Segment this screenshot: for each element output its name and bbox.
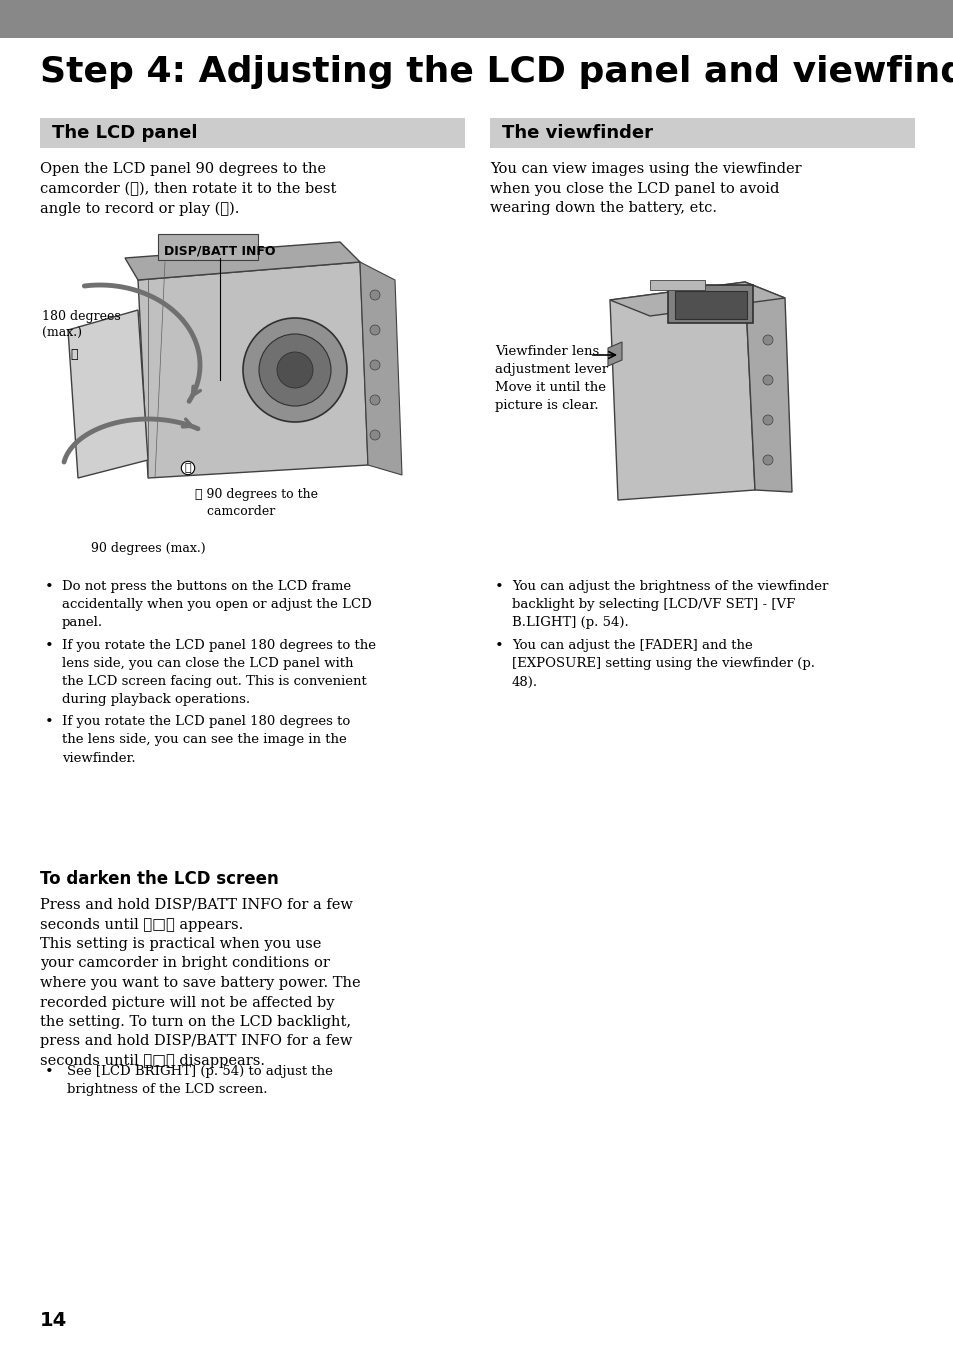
FancyBboxPatch shape [649,280,704,290]
Circle shape [762,415,772,425]
Text: Do not press the buttons on the LCD frame
accidentally when you open or adjust t: Do not press the buttons on the LCD fram… [62,579,372,630]
Text: The viewfinder: The viewfinder [501,123,652,142]
FancyBboxPatch shape [40,118,464,148]
Circle shape [762,335,772,345]
Text: Step 4: Adjusting the LCD panel and viewfinder: Step 4: Adjusting the LCD panel and view… [40,56,953,90]
Text: 14: 14 [40,1311,67,1330]
Circle shape [762,375,772,385]
Text: You can adjust the [FADER] and the
[EXPOSURE] setting using the viewfinder (p.
4: You can adjust the [FADER] and the [EXPO… [512,639,814,688]
FancyBboxPatch shape [675,290,746,319]
Text: See [LCD BRIGHT] (p. 54) to adjust the
brightness of the LCD screen.: See [LCD BRIGHT] (p. 54) to adjust the b… [67,1064,333,1095]
Text: To darken the LCD screen: To darken the LCD screen [40,870,278,887]
Text: •: • [495,639,503,654]
Circle shape [370,430,379,440]
Text: If you rotate the LCD panel 180 degrees to
the lens side, you can see the image : If you rotate the LCD panel 180 degrees … [62,715,350,764]
Text: The LCD panel: The LCD panel [52,123,197,142]
Circle shape [258,334,331,406]
Circle shape [370,290,379,300]
Circle shape [243,318,347,422]
Text: Press and hold DISP/BATT INFO for a few
seconds until ❖□❖ appears.
This setting : Press and hold DISP/BATT INFO for a few … [40,898,360,1068]
Text: ① 90 degrees to the
   camcorder: ① 90 degrees to the camcorder [194,489,317,518]
Circle shape [276,351,313,388]
FancyBboxPatch shape [490,118,914,148]
Text: •: • [45,1064,53,1079]
FancyBboxPatch shape [0,0,953,38]
Polygon shape [744,282,791,493]
Text: •: • [45,715,53,730]
Text: 90 degrees (max.): 90 degrees (max.) [91,541,205,555]
Text: You can view images using the viewfinder
when you close the LCD panel to avoid
w: You can view images using the viewfinder… [490,161,801,214]
Text: If you rotate the LCD panel 180 degrees to the
lens side, you can close the LCD : If you rotate the LCD panel 180 degrees … [62,639,375,707]
Text: •: • [495,579,503,594]
Text: Viewfinder lens
adjustment lever
Move it until the
picture is clear.: Viewfinder lens adjustment lever Move it… [495,345,607,413]
Polygon shape [138,262,368,478]
Circle shape [370,395,379,404]
Circle shape [370,360,379,370]
Circle shape [762,455,772,465]
FancyBboxPatch shape [158,233,257,261]
Circle shape [370,324,379,335]
Text: You can adjust the brightness of the viewfinder
backlight by selecting [LCD/VF S: You can adjust the brightness of the vie… [512,579,827,630]
Polygon shape [609,282,754,499]
Polygon shape [359,262,401,475]
Text: ①: ① [185,463,192,474]
Polygon shape [68,309,148,478]
Polygon shape [125,242,359,280]
Text: 180 degrees
(max.): 180 degrees (max.) [42,309,121,341]
Text: DISP/BATT INFO: DISP/BATT INFO [164,246,275,258]
Text: Open the LCD panel 90 degrees to the
camcorder (①), then rotate it to the best
a: Open the LCD panel 90 degrees to the cam… [40,161,336,216]
Text: •: • [45,639,53,654]
Text: •: • [45,579,53,594]
Polygon shape [607,342,621,366]
Polygon shape [609,282,784,316]
FancyBboxPatch shape [667,285,752,323]
Text: ②: ② [71,347,77,361]
